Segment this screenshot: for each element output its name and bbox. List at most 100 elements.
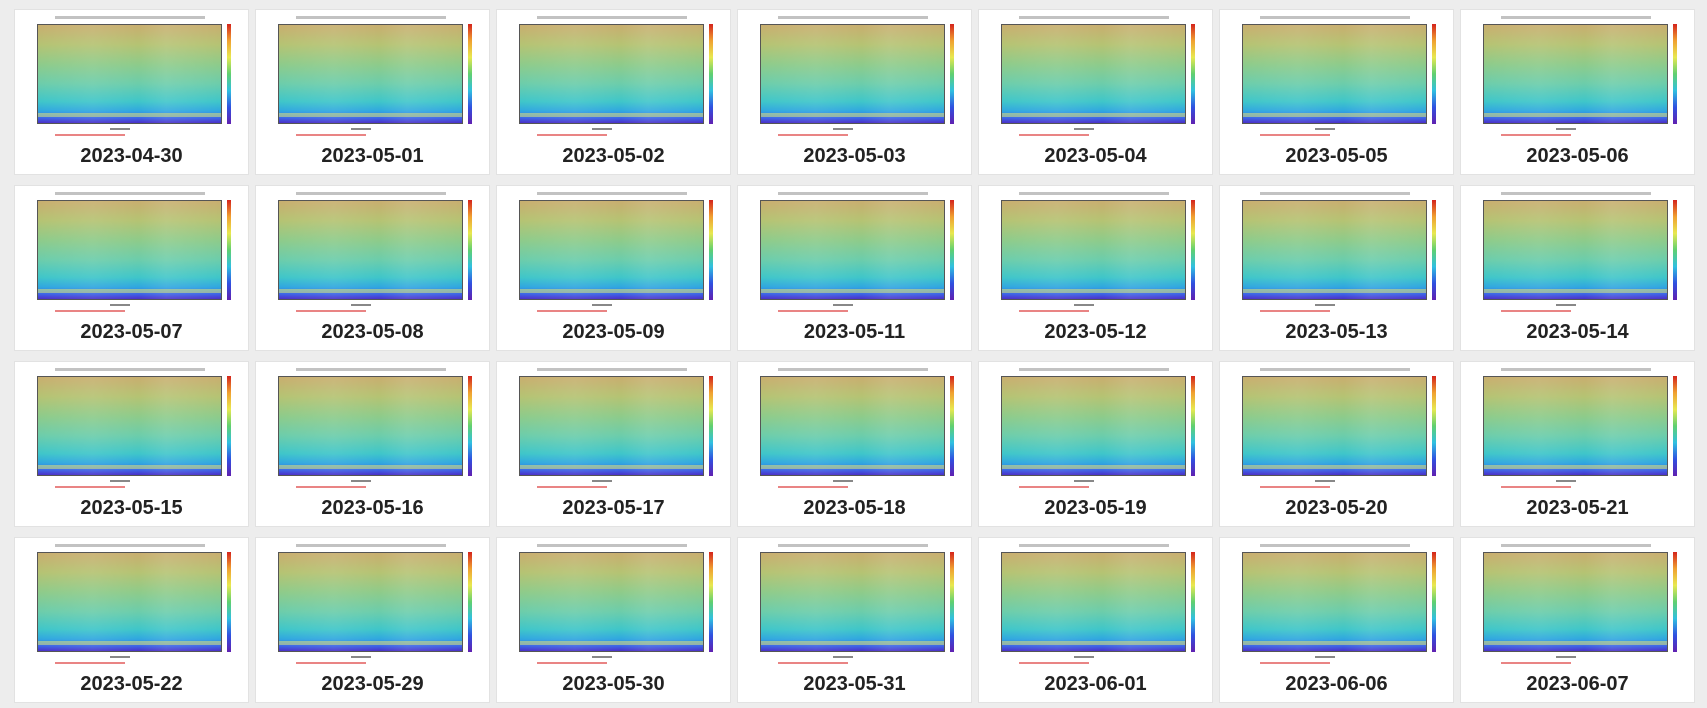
x-axis-label bbox=[833, 656, 853, 658]
plot-note bbox=[1501, 486, 1571, 488]
colorbar bbox=[468, 24, 472, 124]
date-label: 2023-05-21 bbox=[1526, 497, 1629, 519]
thumbnail-card[interactable]: 2023-06-01 bbox=[978, 537, 1213, 703]
thumbnail-card[interactable]: 2023-05-19 bbox=[978, 361, 1213, 527]
thumbnail-card[interactable]: 2023-05-31 bbox=[737, 537, 972, 703]
plot-image bbox=[1483, 552, 1668, 652]
thumbnail-card[interactable]: 2023-06-06 bbox=[1219, 537, 1454, 703]
date-label: 2023-05-02 bbox=[562, 145, 665, 167]
colorbar bbox=[1191, 200, 1195, 300]
date-label: 2023-05-16 bbox=[321, 497, 424, 519]
plot-image bbox=[1483, 24, 1668, 124]
colorbar bbox=[950, 24, 954, 124]
thumbnail-card[interactable]: 2023-05-06 bbox=[1460, 9, 1695, 175]
thumbnail-card[interactable]: 2023-05-04 bbox=[978, 9, 1213, 175]
plot-image bbox=[1242, 24, 1427, 124]
date-label: 2023-05-06 bbox=[1526, 145, 1629, 167]
colorbar bbox=[709, 24, 713, 124]
x-axis-label bbox=[1556, 480, 1576, 482]
thumbnail-card[interactable]: 2023-05-09 bbox=[496, 185, 731, 351]
plot-image bbox=[37, 24, 222, 124]
thumbnail-card[interactable]: 2023-05-14 bbox=[1460, 185, 1695, 351]
colorbar bbox=[950, 376, 954, 476]
thumbnail-card[interactable]: 2023-05-11 bbox=[737, 185, 972, 351]
plot-note bbox=[1019, 486, 1089, 488]
thumbnail-card[interactable]: 2023-05-07 bbox=[14, 185, 249, 351]
date-label: 2023-05-22 bbox=[80, 673, 183, 695]
x-axis-label bbox=[833, 128, 853, 130]
date-label: 2023-05-19 bbox=[1044, 497, 1147, 519]
plot-title bbox=[1501, 16, 1651, 19]
x-axis-label bbox=[110, 480, 130, 482]
colorbar bbox=[1432, 552, 1436, 652]
x-axis-label bbox=[351, 304, 371, 306]
x-axis-label bbox=[351, 128, 371, 130]
colorbar bbox=[1191, 24, 1195, 124]
colorbar bbox=[227, 200, 231, 300]
thumbnail-card[interactable]: 2023-05-22 bbox=[14, 537, 249, 703]
plot-image bbox=[760, 24, 945, 124]
plot-title bbox=[1501, 192, 1651, 195]
plot-note bbox=[1501, 310, 1571, 312]
x-axis-label bbox=[110, 656, 130, 658]
thumbnail-card[interactable]: 2023-05-05 bbox=[1219, 9, 1454, 175]
plot-image bbox=[519, 376, 704, 476]
plot-note bbox=[55, 310, 125, 312]
date-label: 2023-04-30 bbox=[80, 145, 183, 167]
plot-title bbox=[55, 368, 205, 371]
x-axis-label bbox=[351, 656, 371, 658]
plot-note bbox=[1019, 310, 1089, 312]
colorbar bbox=[1673, 24, 1677, 124]
date-label: 2023-05-13 bbox=[1285, 321, 1388, 343]
thumbnail-card[interactable]: 2023-06-07 bbox=[1460, 537, 1695, 703]
colorbar bbox=[1673, 200, 1677, 300]
plot-image bbox=[278, 552, 463, 652]
plot-note bbox=[1260, 486, 1330, 488]
plot-note bbox=[1019, 662, 1089, 664]
plot-image bbox=[519, 24, 704, 124]
plot-title bbox=[778, 16, 928, 19]
thumbnail-card[interactable]: 2023-05-16 bbox=[255, 361, 490, 527]
x-axis-label bbox=[592, 480, 612, 482]
colorbar bbox=[1673, 376, 1677, 476]
thumbnail-card[interactable]: 2023-05-03 bbox=[737, 9, 972, 175]
plot-note bbox=[778, 310, 848, 312]
colorbar bbox=[1191, 552, 1195, 652]
plot-image bbox=[1483, 200, 1668, 300]
thumbnail-card[interactable]: 2023-05-30 bbox=[496, 537, 731, 703]
plot-title bbox=[778, 368, 928, 371]
thumbnail-card[interactable]: 2023-05-17 bbox=[496, 361, 731, 527]
thumbnail-card[interactable]: 2023-05-08 bbox=[255, 185, 490, 351]
thumbnail-card[interactable]: 2023-05-01 bbox=[255, 9, 490, 175]
x-axis-label bbox=[592, 128, 612, 130]
plot-note bbox=[537, 134, 607, 136]
x-axis-label bbox=[833, 304, 853, 306]
x-axis-label bbox=[1315, 656, 1335, 658]
thumbnail-card[interactable]: 2023-05-02 bbox=[496, 9, 731, 175]
plot-image bbox=[760, 552, 945, 652]
x-axis-label bbox=[592, 656, 612, 658]
plot-note bbox=[296, 134, 366, 136]
date-label: 2023-05-30 bbox=[562, 673, 665, 695]
plot-title bbox=[537, 368, 687, 371]
thumbnail-card[interactable]: 2023-05-29 bbox=[255, 537, 490, 703]
plot-image bbox=[1483, 376, 1668, 476]
plot-title bbox=[1501, 544, 1651, 547]
plot-title bbox=[1501, 368, 1651, 371]
thumbnail-card[interactable]: 2023-05-20 bbox=[1219, 361, 1454, 527]
thumbnail-card[interactable]: 2023-05-15 bbox=[14, 361, 249, 527]
thumbnail-card[interactable]: 2023-05-13 bbox=[1219, 185, 1454, 351]
plot-image bbox=[1001, 24, 1186, 124]
thumbnail-card[interactable]: 2023-05-21 bbox=[1460, 361, 1695, 527]
plot-note bbox=[778, 134, 848, 136]
colorbar bbox=[227, 552, 231, 652]
date-label: 2023-05-08 bbox=[321, 321, 424, 343]
plot-note bbox=[55, 134, 125, 136]
thumbnail-grid: 2023-04-30 2023-05-01 2023-05-02 2023-05-03… bbox=[14, 9, 1695, 703]
thumbnail-card[interactable]: 2023-05-18 bbox=[737, 361, 972, 527]
plot-note bbox=[537, 486, 607, 488]
thumbnail-card[interactable]: 2023-04-30 bbox=[14, 9, 249, 175]
thumbnail-card[interactable]: 2023-05-12 bbox=[978, 185, 1213, 351]
plot-image bbox=[1001, 200, 1186, 300]
colorbar bbox=[1673, 552, 1677, 652]
